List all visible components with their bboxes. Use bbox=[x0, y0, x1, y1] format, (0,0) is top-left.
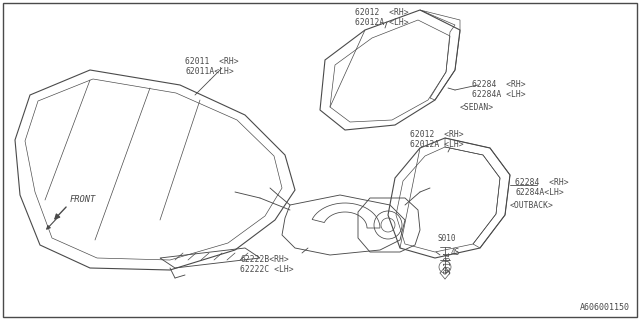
Text: S0104: S0104 bbox=[444, 251, 452, 274]
Text: 62222B<RH>: 62222B<RH> bbox=[240, 255, 289, 264]
Text: 62012  <RH>: 62012 <RH> bbox=[410, 130, 463, 139]
Text: 62012A <LH>: 62012A <LH> bbox=[410, 140, 463, 149]
Text: A606001150: A606001150 bbox=[580, 303, 630, 312]
Text: FRONT: FRONT bbox=[70, 195, 96, 204]
Text: 4S: 4S bbox=[451, 248, 460, 257]
Text: <OUTBACK>: <OUTBACK> bbox=[510, 201, 554, 210]
Text: 62284  <RH>: 62284 <RH> bbox=[472, 80, 525, 89]
Text: 62284A<LH>: 62284A<LH> bbox=[515, 188, 564, 197]
Text: S010: S010 bbox=[437, 234, 456, 243]
Text: 62222C <LH>: 62222C <LH> bbox=[240, 265, 294, 274]
Text: 62011A<LH>: 62011A<LH> bbox=[185, 67, 234, 76]
Text: 62011  <RH>: 62011 <RH> bbox=[185, 57, 239, 66]
Text: <SEDAN>: <SEDAN> bbox=[460, 103, 494, 112]
Text: 62284  <RH>: 62284 <RH> bbox=[515, 178, 568, 187]
Text: 62284A <LH>: 62284A <LH> bbox=[472, 90, 525, 99]
Text: 62012A <LH>: 62012A <LH> bbox=[355, 18, 408, 27]
Text: 62012  <RH>: 62012 <RH> bbox=[355, 8, 408, 17]
